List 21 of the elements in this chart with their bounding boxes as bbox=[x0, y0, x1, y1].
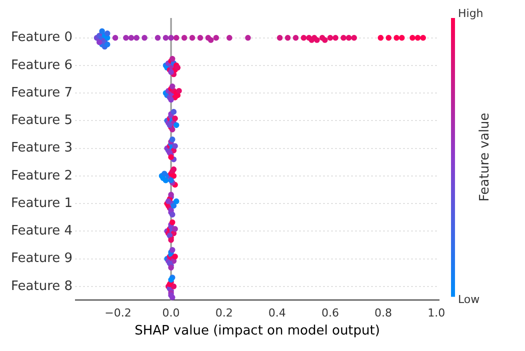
y-tick-label: Feature 8 bbox=[10, 278, 73, 294]
y-tick-label: Feature 9 bbox=[10, 251, 73, 266]
x-tick-label: 0.2 bbox=[215, 306, 233, 320]
y-tick-label: Feature 3 bbox=[10, 140, 73, 156]
y-tick-label: Feature 0 bbox=[10, 30, 73, 46]
color-bar-title: Feature value bbox=[477, 112, 492, 202]
x-tick-label: 1.0 bbox=[428, 306, 446, 320]
x-tick-label: −0.2 bbox=[104, 306, 132, 320]
x-tick-label: 0.6 bbox=[321, 306, 339, 320]
x-tick-label: 0.8 bbox=[374, 306, 392, 320]
color-bar-label: High bbox=[458, 6, 484, 20]
y-tick-label: Feature 7 bbox=[10, 85, 73, 100]
x-tick-label: 0.0 bbox=[162, 306, 180, 320]
y-tick-label: Feature 5 bbox=[10, 113, 73, 128]
y-tick-label: Feature 6 bbox=[10, 58, 73, 73]
y-tick-label: Feature 4 bbox=[10, 224, 73, 239]
x-axis-title: SHAP value (impact on model output) bbox=[134, 324, 380, 339]
y-tick-label: Feature 2 bbox=[10, 168, 73, 184]
x-tick-label: 0.4 bbox=[268, 306, 286, 320]
color-bar-label: Low bbox=[458, 293, 480, 306]
y-tick-label: Feature 1 bbox=[10, 196, 73, 211]
